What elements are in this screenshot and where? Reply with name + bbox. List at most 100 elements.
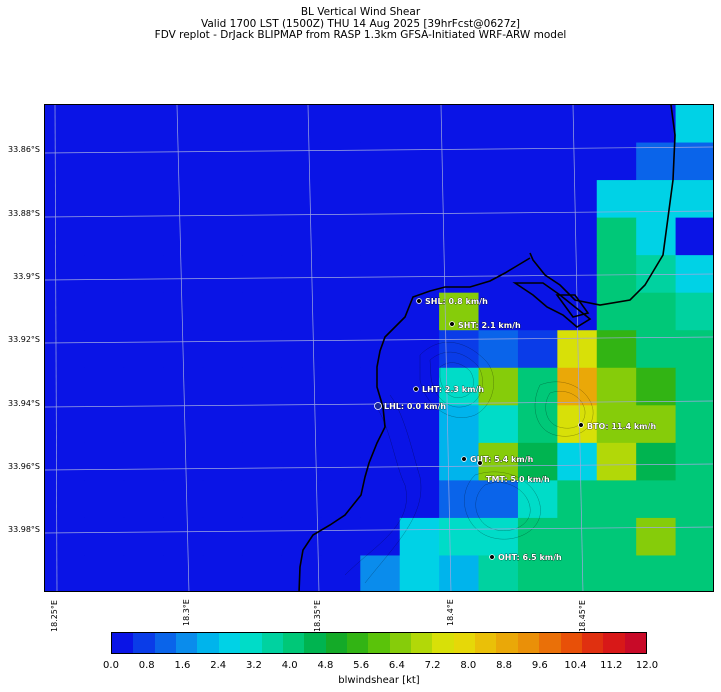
shear-cell <box>360 105 401 144</box>
shear-cell <box>320 480 361 519</box>
station-marker-sht[interactable] <box>449 321 455 327</box>
shear-cell <box>439 105 480 144</box>
shear-cell <box>517 517 558 556</box>
shear-cell <box>557 330 598 369</box>
shear-cell <box>478 292 519 331</box>
shear-cell <box>123 480 164 519</box>
shear-cell <box>399 517 440 556</box>
shear-cell <box>45 292 85 331</box>
shear-cell <box>439 142 480 181</box>
shear-cell <box>84 517 125 556</box>
shear-cell <box>123 217 164 256</box>
colorbar-segment <box>624 633 646 653</box>
colorbar-tick-label: 6.4 <box>388 660 405 671</box>
shear-cell <box>517 367 558 406</box>
lon-label: 18.45°E <box>578 600 587 632</box>
colorbar-tick-label: 2.4 <box>210 660 227 671</box>
colorbar-tick-label: 1.6 <box>174 660 191 671</box>
shear-cell <box>242 292 282 331</box>
station-marker-lhl[interactable] <box>374 402 382 410</box>
colorbar-tick-label: 12.0 <box>635 660 659 671</box>
shear-cell <box>557 105 598 144</box>
shear-cell <box>281 480 322 519</box>
shear-cell <box>202 480 243 519</box>
colorbar-segment <box>581 633 604 653</box>
station-marker-lht[interactable] <box>413 386 419 392</box>
shear-cell <box>478 442 519 481</box>
station-marker-shl[interactable] <box>416 298 422 304</box>
shear-cell <box>557 142 598 181</box>
shear-cell <box>320 292 361 331</box>
station-marker-tmt[interactable] <box>477 460 483 466</box>
shear-cell <box>399 555 440 591</box>
shear-cell <box>123 367 164 406</box>
shear-cell <box>596 330 637 369</box>
shear-cell <box>45 330 85 369</box>
colorbar-label: blwindshear [kt] <box>338 675 420 686</box>
shear-cell <box>517 217 558 256</box>
shear-cell <box>123 105 164 144</box>
shear-cell <box>242 517 282 556</box>
shear-cell <box>163 180 204 219</box>
shear-cell <box>557 442 598 481</box>
shear-cell <box>84 142 125 181</box>
shear-cell <box>439 217 480 256</box>
shear-cell <box>84 105 125 144</box>
shear-cell <box>202 142 243 181</box>
shear-cell <box>557 255 598 294</box>
shear-cell <box>675 442 713 481</box>
shear-cell <box>84 217 125 256</box>
colorbar-segment <box>475 633 497 653</box>
shear-cell <box>596 442 637 481</box>
shear-cell <box>45 180 85 219</box>
station-label-oht: OHT: 6.5 km/h <box>498 553 562 562</box>
shear-cell <box>320 405 361 444</box>
lon-label: 18.3°E <box>182 599 191 626</box>
shear-cell <box>84 330 125 369</box>
shear-cell <box>320 255 361 294</box>
shear-cell <box>45 255 85 294</box>
shear-cell <box>202 180 243 219</box>
station-label-bto: BTO: 11.4 km/h <box>587 422 656 431</box>
shear-cell <box>517 442 558 481</box>
shear-cell <box>45 142 85 181</box>
shear-cell <box>281 142 322 181</box>
colorbar-segment <box>539 633 561 653</box>
colorbar-tick-label: 3.2 <box>245 660 262 671</box>
shear-cell <box>202 292 243 331</box>
shear-cell <box>320 442 361 481</box>
shear-cell <box>281 180 322 219</box>
shear-cell <box>478 180 519 219</box>
weather-stations: SHL: 0.8 km/h SHT: 2.1 km/h LHT: 2.3 km/h L… <box>374 297 657 562</box>
lat-label: 33.94°S <box>8 399 40 408</box>
colorbar-tick-label: 8.0 <box>460 660 477 671</box>
shear-cell <box>84 555 125 591</box>
station-marker-bto[interactable] <box>578 422 584 428</box>
shear-cell <box>242 555 282 591</box>
colorbar-segment <box>218 633 241 653</box>
shear-cell <box>517 105 558 144</box>
shear-cell <box>202 217 243 256</box>
shear-cell <box>202 555 243 591</box>
shear-cell <box>360 292 401 331</box>
station-marker-oht[interactable] <box>489 554 495 560</box>
shear-cell <box>517 330 558 369</box>
shear-cell <box>478 255 519 294</box>
map-subtitle-model: FDV replot - DrJack BLIPMAP from RASP 1.… <box>154 29 567 41</box>
coastline <box>298 105 676 591</box>
shear-cell <box>163 255 204 294</box>
shear-cell <box>163 142 204 181</box>
shear-cell <box>320 105 361 144</box>
colorbar-segment <box>496 633 518 653</box>
shear-cell <box>439 330 480 369</box>
shear-cell <box>478 555 519 591</box>
station-marker-gut[interactable] <box>461 456 467 462</box>
shear-cell <box>360 142 401 181</box>
colorbar-segment <box>603 633 625 653</box>
shear-cell <box>399 480 440 519</box>
shear-cell <box>399 105 440 144</box>
colorbar-segment <box>304 633 326 653</box>
shear-cell <box>399 330 440 369</box>
shear-cell <box>557 405 598 444</box>
shear-cell <box>557 480 598 519</box>
